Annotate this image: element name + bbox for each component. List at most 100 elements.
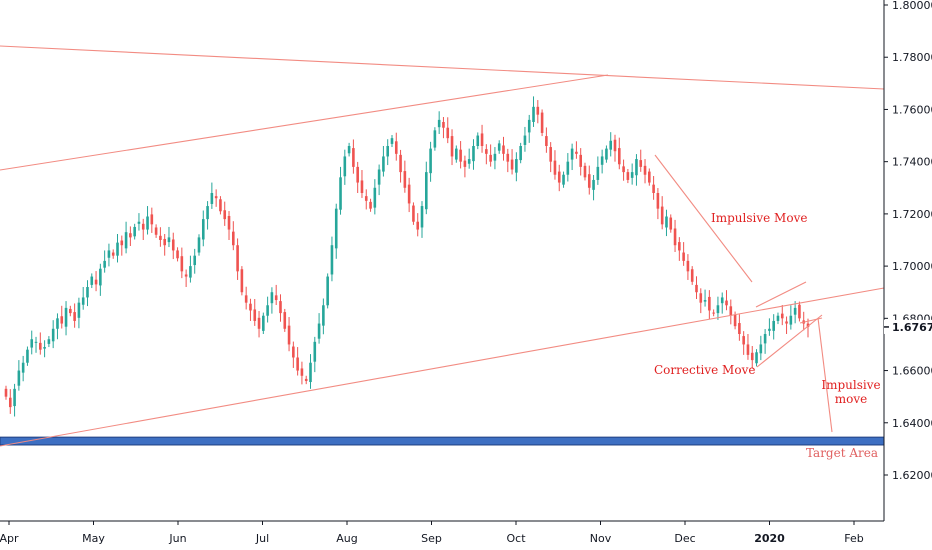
candle — [510, 149, 514, 175]
candle-body — [708, 296, 711, 311]
candle-body — [639, 160, 643, 167]
candle — [463, 155, 467, 178]
candle — [746, 334, 750, 360]
candle — [656, 188, 660, 220]
y-tick-label: 1.78000 — [892, 51, 932, 64]
candle — [206, 201, 209, 230]
x-tick: Apr — [0, 521, 19, 545]
candle-body — [437, 119, 441, 128]
candle — [34, 336, 38, 353]
x-tick: Jun — [168, 521, 187, 545]
candle — [60, 305, 64, 329]
candle — [39, 332, 42, 355]
candle — [437, 111, 441, 134]
candle — [617, 137, 621, 170]
candle-body — [223, 210, 227, 220]
candle-body — [725, 300, 728, 306]
candle-body — [617, 148, 621, 165]
candle-body — [262, 315, 265, 331]
candle-body — [257, 317, 261, 329]
candle-body — [789, 315, 793, 325]
candle-body — [171, 239, 175, 251]
candle — [403, 160, 407, 193]
y-tick-label: 1.72000 — [892, 208, 932, 221]
candle — [313, 336, 317, 373]
y-tick-label: 1.70000 — [892, 260, 932, 273]
candle — [780, 305, 784, 326]
candle — [472, 139, 475, 170]
candle — [150, 207, 154, 233]
candle — [450, 129, 454, 166]
candle-body — [253, 309, 257, 321]
x-tick-label: 2020 — [754, 532, 785, 545]
candle-body — [103, 260, 106, 268]
candle-body — [193, 255, 197, 266]
candle-body — [159, 235, 162, 240]
candle-body — [673, 228, 677, 246]
candle — [549, 142, 552, 173]
candle — [56, 313, 59, 340]
x-tick-label: Apr — [0, 532, 19, 545]
trendlines-layer — [0, 45, 885, 447]
candle-body — [652, 184, 655, 193]
candle-body — [742, 336, 745, 345]
lower-channel-line — [0, 287, 885, 447]
candle — [682, 242, 685, 266]
candle-body — [330, 245, 334, 275]
candle — [742, 331, 745, 355]
y-tick-label: 1.74000 — [892, 156, 932, 169]
candle — [712, 309, 715, 317]
x-tick-label: Jun — [168, 532, 186, 545]
candle-body — [557, 171, 561, 183]
candle-body — [720, 297, 724, 304]
candle — [793, 301, 797, 324]
candle-body — [532, 106, 535, 122]
candle — [81, 287, 85, 310]
candle — [557, 164, 561, 192]
candle-body — [643, 165, 647, 175]
candle — [720, 292, 724, 314]
candle — [120, 235, 124, 256]
candle-body — [60, 316, 64, 324]
x-tick: Nov — [590, 521, 612, 545]
candle-body — [313, 341, 317, 362]
candle — [171, 232, 175, 260]
candle — [219, 196, 222, 215]
candle — [579, 148, 582, 176]
candle — [652, 176, 655, 200]
candle — [635, 154, 638, 186]
candle-body — [266, 305, 269, 316]
candle-body — [609, 140, 613, 150]
candle — [107, 243, 111, 267]
annotation-impulsive-move: Impulsive Move — [711, 211, 807, 225]
candle-body — [446, 127, 450, 139]
candle — [77, 297, 81, 329]
candle-body — [180, 256, 184, 272]
candle-body — [21, 362, 25, 373]
candle — [292, 341, 295, 368]
candle-body — [660, 206, 664, 225]
candle — [244, 286, 248, 310]
candle — [776, 312, 780, 325]
candle-body — [549, 147, 552, 162]
candle-body — [279, 301, 282, 314]
y-tick-label: 1.62000 — [892, 469, 932, 482]
candle-body — [51, 328, 55, 342]
candle — [4, 385, 8, 400]
upper-channel-line — [0, 74, 609, 171]
candle-body — [669, 217, 673, 230]
candle-body — [626, 172, 630, 180]
candle-body — [73, 312, 76, 321]
candle-body — [81, 297, 85, 305]
candle-body — [776, 315, 780, 321]
candle — [159, 227, 162, 247]
candle-body — [793, 307, 797, 315]
candle-body — [206, 206, 209, 220]
candle-body — [699, 293, 703, 303]
candle-body — [502, 145, 505, 154]
annotation-impulsive: Impulsive — [821, 378, 880, 392]
x-tick-label: Feb — [844, 532, 863, 545]
x-tick-label: Aug — [336, 532, 357, 545]
candle — [330, 236, 334, 282]
